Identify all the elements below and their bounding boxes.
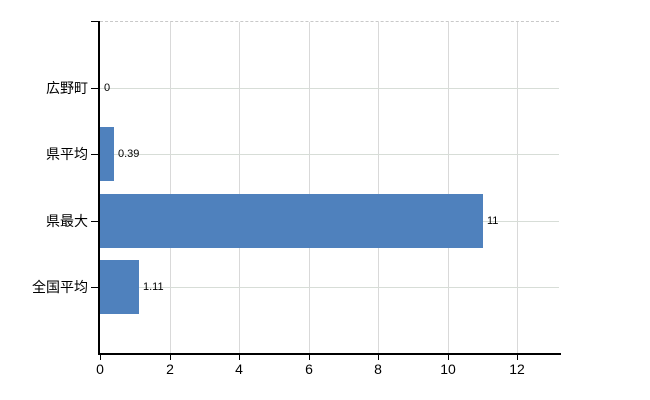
vertical-gridline <box>239 22 240 354</box>
bar-4 <box>100 260 139 314</box>
x-tick-label: 8 <box>374 361 382 377</box>
horizontal-gridline <box>100 154 559 155</box>
y-axis-tick <box>91 154 98 155</box>
vertical-gridline <box>517 22 518 354</box>
category-label: 全国平均 <box>32 279 88 295</box>
bar-value-label: 1.11 <box>143 281 164 293</box>
vertical-gridline <box>448 22 449 354</box>
bar-value-label: 0 <box>104 82 111 94</box>
y-axis-tick <box>91 21 98 22</box>
x-tick-label: 0 <box>96 361 104 377</box>
x-tick-label: 6 <box>305 361 313 377</box>
y-axis-tick <box>91 221 98 222</box>
category-label: 広野町 <box>46 80 88 96</box>
bar-value-label: 11 <box>487 215 499 227</box>
category-label: 県平均 <box>46 146 88 162</box>
vertical-gridline <box>378 22 379 354</box>
y-axis-tick <box>91 287 98 288</box>
category-label: 県最大 <box>46 213 88 229</box>
horizontal-gridline <box>100 287 559 288</box>
horizontal-gridline <box>100 88 559 89</box>
x-axis-tick <box>100 355 101 360</box>
plot-top-border <box>100 21 559 22</box>
x-axis-tick <box>239 355 240 360</box>
bar-2 <box>100 127 114 181</box>
x-axis-tick <box>309 355 310 360</box>
bar-3 <box>100 194 483 248</box>
x-tick-label: 4 <box>235 361 243 377</box>
x-tick-label: 12 <box>509 361 525 377</box>
y-axis-line <box>98 21 100 355</box>
x-axis-tick <box>170 355 171 360</box>
x-axis-tick <box>378 355 379 360</box>
bar-value-label: 0.39 <box>118 148 140 160</box>
x-axis-tick <box>517 355 518 360</box>
x-axis-line <box>98 353 561 355</box>
x-tick-label: 10 <box>440 361 456 377</box>
vertical-gridline <box>170 22 171 354</box>
x-tick-label: 2 <box>166 361 174 377</box>
vertical-gridline <box>309 22 310 354</box>
x-axis-tick <box>448 355 449 360</box>
y-axis-tick <box>91 88 98 89</box>
